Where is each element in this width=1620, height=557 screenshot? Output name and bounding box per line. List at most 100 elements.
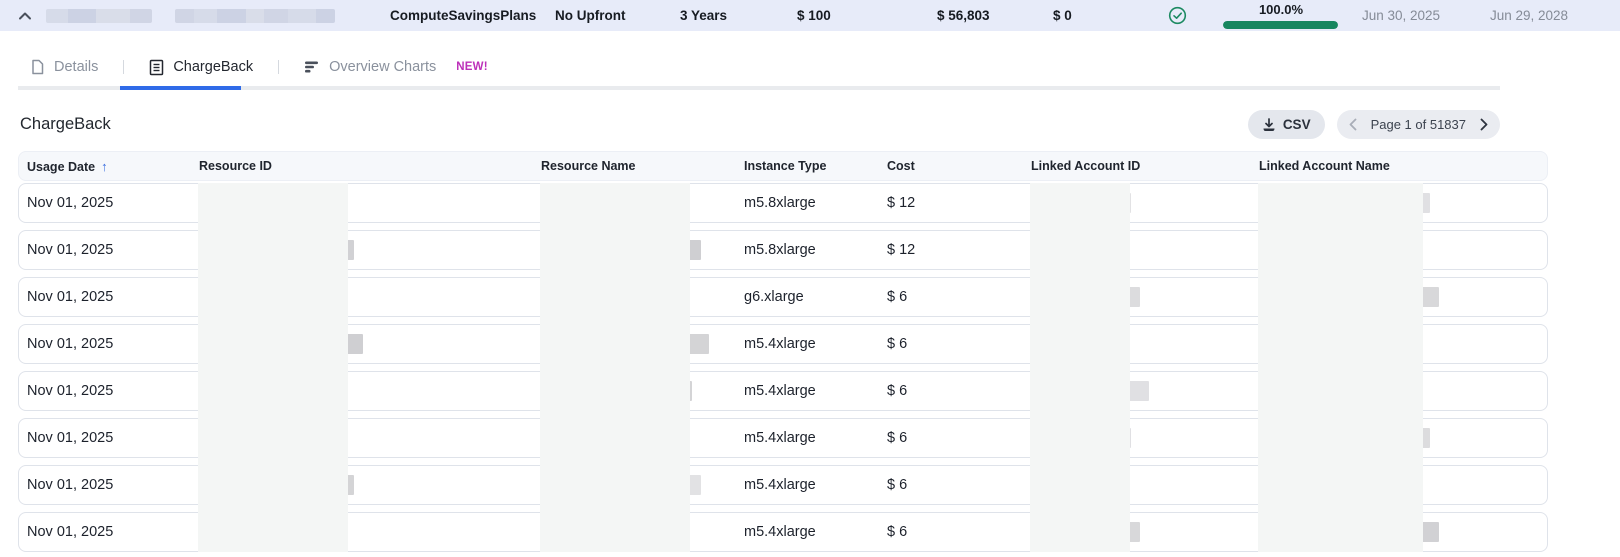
cell-cost: $ 6	[887, 383, 908, 399]
cell-resource-name-redacted	[533, 287, 736, 307]
table-row: Nov 01, 2025 m5.4xlarge $ 6	[18, 371, 1548, 411]
cell-resource-name-redacted	[533, 240, 736, 260]
table-row: Nov 01, 2025 g6.xlarge $ 6	[18, 277, 1548, 317]
bar-chart-icon	[305, 61, 319, 73]
cell-usage-date: Nov 01, 2025	[27, 195, 114, 211]
cell-resource-id-redacted	[191, 428, 533, 448]
cell-linked-account-name-redacted	[1251, 475, 1549, 495]
cell-usage-date: Nov 01, 2025	[27, 336, 114, 352]
table-row: Nov 01, 2025 m5.8xlarge $ 12	[18, 230, 1548, 270]
cell-resource-id-redacted	[191, 193, 533, 213]
cell-cost: $ 6	[887, 336, 908, 352]
tab-details[interactable]: Details	[30, 59, 98, 75]
cell-resource-id-redacted	[191, 240, 533, 260]
cell-instance-type: m5.4xlarge	[744, 477, 816, 493]
csv-button-label: CSV	[1282, 117, 1311, 132]
table-header-row: Usage Date ↑ Resource ID Resource Name In…	[18, 151, 1548, 181]
cell-linked-account-id-redacted	[1023, 381, 1251, 401]
start-date-value: Jun 30, 2025	[1362, 8, 1441, 23]
next-page-button[interactable]	[1480, 118, 1488, 131]
cell-linked-account-name-redacted	[1251, 240, 1549, 260]
csv-export-button[interactable]: CSV	[1247, 110, 1325, 139]
active-tab-underline	[120, 86, 241, 90]
tab-overview-charts[interactable]: Overview Charts NEW!	[304, 59, 488, 75]
prev-page-button[interactable]	[1349, 118, 1357, 131]
redacted-plan-arn	[175, 9, 335, 23]
cell-usage-date: Nov 01, 2025	[27, 242, 114, 258]
cell-linked-account-name-redacted	[1251, 381, 1549, 401]
sort-ascending-icon: ↑	[101, 158, 108, 174]
column-header-resource-id[interactable]: Resource ID	[199, 159, 272, 173]
pagination-label: Page 1 of 51837	[1370, 117, 1466, 132]
cell-cost: $ 12	[887, 195, 916, 211]
clipboard-list-icon	[150, 59, 164, 75]
cell-cost: $ 6	[887, 477, 908, 493]
column-header-linked-account-name[interactable]: Linked Account Name	[1259, 159, 1390, 173]
column-header-linked-account-id[interactable]: Linked Account ID	[1031, 159, 1141, 173]
cell-instance-type: m5.4xlarge	[744, 336, 816, 352]
plan-type-value: ComputeSavingsPlans	[390, 8, 537, 23]
cell-usage-date: Nov 01, 2025	[27, 289, 114, 305]
tab-details-label: Details	[54, 59, 99, 75]
cell-resource-id-redacted	[191, 287, 533, 307]
cell-cost: $ 6	[887, 524, 908, 540]
cell-linked-account-id-redacted	[1023, 287, 1251, 307]
column-header-cost[interactable]: Cost	[887, 159, 915, 173]
cell-resource-id-redacted	[191, 522, 533, 542]
savings-plan-summary-bar: ComputeSavingsPlans No Upfront 3 Years $…	[0, 0, 1620, 31]
tab-overview-charts-label: Overview Charts	[329, 59, 437, 75]
cell-linked-account-name-redacted	[1251, 287, 1549, 307]
cell-linked-account-id-redacted	[1023, 193, 1251, 213]
download-icon	[1263, 117, 1275, 131]
cell-linked-account-id-redacted	[1023, 240, 1251, 260]
cell-linked-account-name-redacted	[1251, 193, 1549, 213]
page-title: ChargeBack	[20, 115, 111, 133]
tab-track	[18, 86, 1500, 90]
collapse-chevron-up-icon[interactable]	[17, 8, 33, 24]
utilization-bar	[1223, 21, 1338, 29]
cell-cost: $ 6	[887, 289, 908, 305]
cell-usage-date: Nov 01, 2025	[27, 477, 114, 493]
cell-linked-account-id-redacted	[1023, 428, 1251, 448]
column-header-usage-date[interactable]: Usage Date ↑	[27, 158, 108, 174]
cell-resource-name-redacted	[533, 381, 736, 401]
cell-instance-type: m5.4xlarge	[744, 430, 816, 446]
cell-resource-name-redacted	[533, 334, 736, 354]
table-body: Nov 01, 2025 m5.8xlarge $ 12 Nov 01, 202…	[18, 183, 1548, 552]
cell-instance-type: m5.4xlarge	[744, 383, 816, 399]
cell-resource-id-redacted	[191, 475, 533, 495]
cell-instance-type: g6.xlarge	[744, 289, 804, 305]
cell-usage-date: Nov 01, 2025	[27, 430, 114, 446]
cell-linked-account-id-redacted	[1023, 522, 1251, 542]
tab-separator	[278, 60, 280, 74]
tab-chargeback[interactable]: ChargeBack	[149, 59, 253, 76]
cell-instance-type: m5.4xlarge	[744, 524, 816, 540]
table-row: Nov 01, 2025 m5.4xlarge $ 6	[18, 324, 1548, 364]
cell-linked-account-id-redacted	[1023, 334, 1251, 354]
term-value: 3 Years	[680, 8, 728, 23]
cell-cost: $ 12	[887, 242, 916, 258]
tab-chargeback-label: ChargeBack	[173, 59, 254, 75]
upfront-fee-value: $ 0	[1053, 8, 1072, 23]
tab-bar: Details ChargeBack Overview Charts NEW!	[0, 31, 1620, 90]
utilization-percent: 100.0%	[1258, 2, 1304, 17]
cell-linked-account-id-redacted	[1023, 475, 1251, 495]
column-header-instance-type[interactable]: Instance Type	[744, 159, 827, 173]
total-commitment-value: $ 56,803	[937, 8, 990, 23]
cell-linked-account-name-redacted	[1251, 522, 1549, 542]
utilization-indicator: 100.0%	[1221, 0, 1341, 29]
cell-usage-date: Nov 01, 2025	[27, 524, 114, 540]
pagination: Page 1 of 51837	[1336, 110, 1500, 139]
cell-instance-type: m5.8xlarge	[744, 242, 816, 258]
cell-cost: $ 6	[887, 430, 908, 446]
payment-option-value: No Upfront	[555, 8, 626, 23]
document-icon	[32, 59, 44, 75]
cell-instance-type: m5.8xlarge	[744, 195, 816, 211]
redacted-plan-id	[46, 9, 152, 23]
chargeback-table: Usage Date ↑ Resource ID Resource Name In…	[18, 151, 1548, 552]
cell-resource-name-redacted	[533, 522, 736, 542]
cell-resource-name-redacted	[533, 428, 736, 448]
column-header-resource-name[interactable]: Resource Name	[541, 159, 636, 173]
new-badge: NEW!	[456, 61, 488, 73]
table-row: Nov 01, 2025 m5.4xlarge $ 6	[18, 465, 1548, 505]
